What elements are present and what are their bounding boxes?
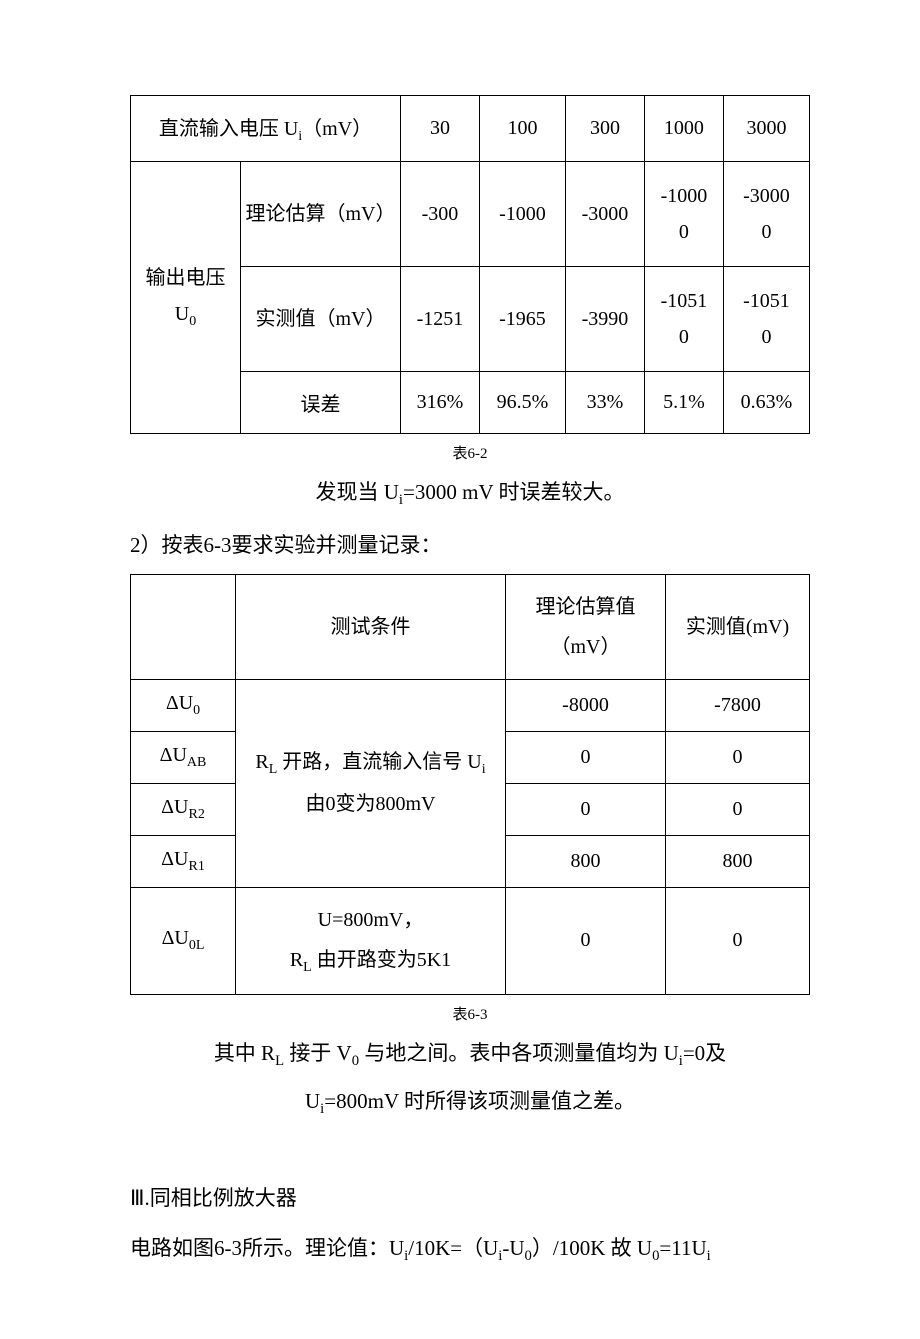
t1-r2-c4: 0.63% bbox=[723, 372, 809, 434]
t1-r0-c0: -300 bbox=[401, 162, 480, 267]
t1-h-v4: 3000 bbox=[723, 96, 809, 162]
t1-r1-c1: -1965 bbox=[479, 267, 565, 372]
table-6-2: 直流输入电压 Ui（mV） 30 100 300 1000 3000 输出电压U… bbox=[130, 95, 810, 434]
caption-6-3: 表6-3 bbox=[130, 1003, 810, 1024]
t1-group-label: 输出电压U0 bbox=[131, 162, 241, 434]
text-after-t2-l2: Ui=800mV 时所得该项测量值之差。 bbox=[130, 1080, 810, 1125]
t1-r0-c2: -3000 bbox=[566, 162, 645, 267]
t2-r2-theo: 0 bbox=[506, 783, 666, 835]
t1-r0-c4: -30000 bbox=[723, 162, 809, 267]
t2-r4-theo: 0 bbox=[506, 887, 666, 994]
t2-cond1: RL 开路，直流输入信号 Ui由0变为800mV bbox=[236, 679, 506, 887]
t2-r1-meas: 0 bbox=[666, 731, 810, 783]
t1-r1-c2: -3990 bbox=[566, 267, 645, 372]
t1-r1-c4: -10510 bbox=[723, 267, 809, 372]
t2-r3-theo: 800 bbox=[506, 835, 666, 887]
t1-r1-label: 实测值（mV） bbox=[241, 267, 401, 372]
table-6-3: 测试条件 理论估算值（mV） 实测值(mV) ΔU0 RL 开路，直流输入信号 … bbox=[130, 574, 810, 995]
t1-r0-label: 理论估算（mV） bbox=[241, 162, 401, 267]
t1-r2-c2: 33% bbox=[566, 372, 645, 434]
t2-r4-meas: 0 bbox=[666, 887, 810, 994]
t1-h-v3: 1000 bbox=[644, 96, 723, 162]
text-after-t2-l1: 其中 RL 接于 V0 与地之间。表中各项测量值均为 Ui=0及 bbox=[130, 1032, 810, 1077]
t1-h-v1: 100 bbox=[479, 96, 565, 162]
section-heading: Ⅲ.同相比例放大器 bbox=[130, 1177, 810, 1219]
text-before-t2: 2）按表6-3要求实验并测量记录： bbox=[130, 524, 810, 566]
t2-h2: 理论估算值（mV） bbox=[506, 574, 666, 679]
t2-r3-label: ΔUR1 bbox=[131, 835, 236, 887]
t2-r2-meas: 0 bbox=[666, 783, 810, 835]
section-body: 电路如图6-3所示。理论值：Ui/10K=（Ui-U0）/100K 故 U0=1… bbox=[130, 1227, 810, 1272]
caption-6-2: 表6-2 bbox=[130, 442, 810, 463]
t2-r1-theo: 0 bbox=[506, 731, 666, 783]
t2-r0-label: ΔU0 bbox=[131, 679, 236, 731]
t1-h-v2: 300 bbox=[566, 96, 645, 162]
t2-r0-theo: -8000 bbox=[506, 679, 666, 731]
t1-r2-c3: 5.1% bbox=[644, 372, 723, 434]
t1-r2-label: 误差 bbox=[241, 372, 401, 434]
t1-r1-c3: -10510 bbox=[644, 267, 723, 372]
t1-r2-c1: 96.5% bbox=[479, 372, 565, 434]
t2-cond2: U=800mV，RL 由开路变为5K1 bbox=[236, 887, 506, 994]
t1-r0-c3: -10000 bbox=[644, 162, 723, 267]
t1-r0-c1: -1000 bbox=[479, 162, 565, 267]
t1-r2-c0: 316% bbox=[401, 372, 480, 434]
t2-r3-meas: 800 bbox=[666, 835, 810, 887]
t1-r1-c0: -1251 bbox=[401, 267, 480, 372]
t2-h3: 实测值(mV) bbox=[666, 574, 810, 679]
t1-h-v0: 30 bbox=[401, 96, 480, 162]
t2-h0 bbox=[131, 574, 236, 679]
t2-r0-meas: -7800 bbox=[666, 679, 810, 731]
t1-header-label: 直流输入电压 Ui（mV） bbox=[131, 96, 401, 162]
t2-h1: 测试条件 bbox=[236, 574, 506, 679]
t2-r2-label: ΔUR2 bbox=[131, 783, 236, 835]
t2-r1-label: ΔUAB bbox=[131, 731, 236, 783]
text-after-t1: 发现当 Ui=3000 mV 时误差较大。 bbox=[130, 471, 810, 516]
t2-r4-label: ΔU0L bbox=[131, 887, 236, 994]
